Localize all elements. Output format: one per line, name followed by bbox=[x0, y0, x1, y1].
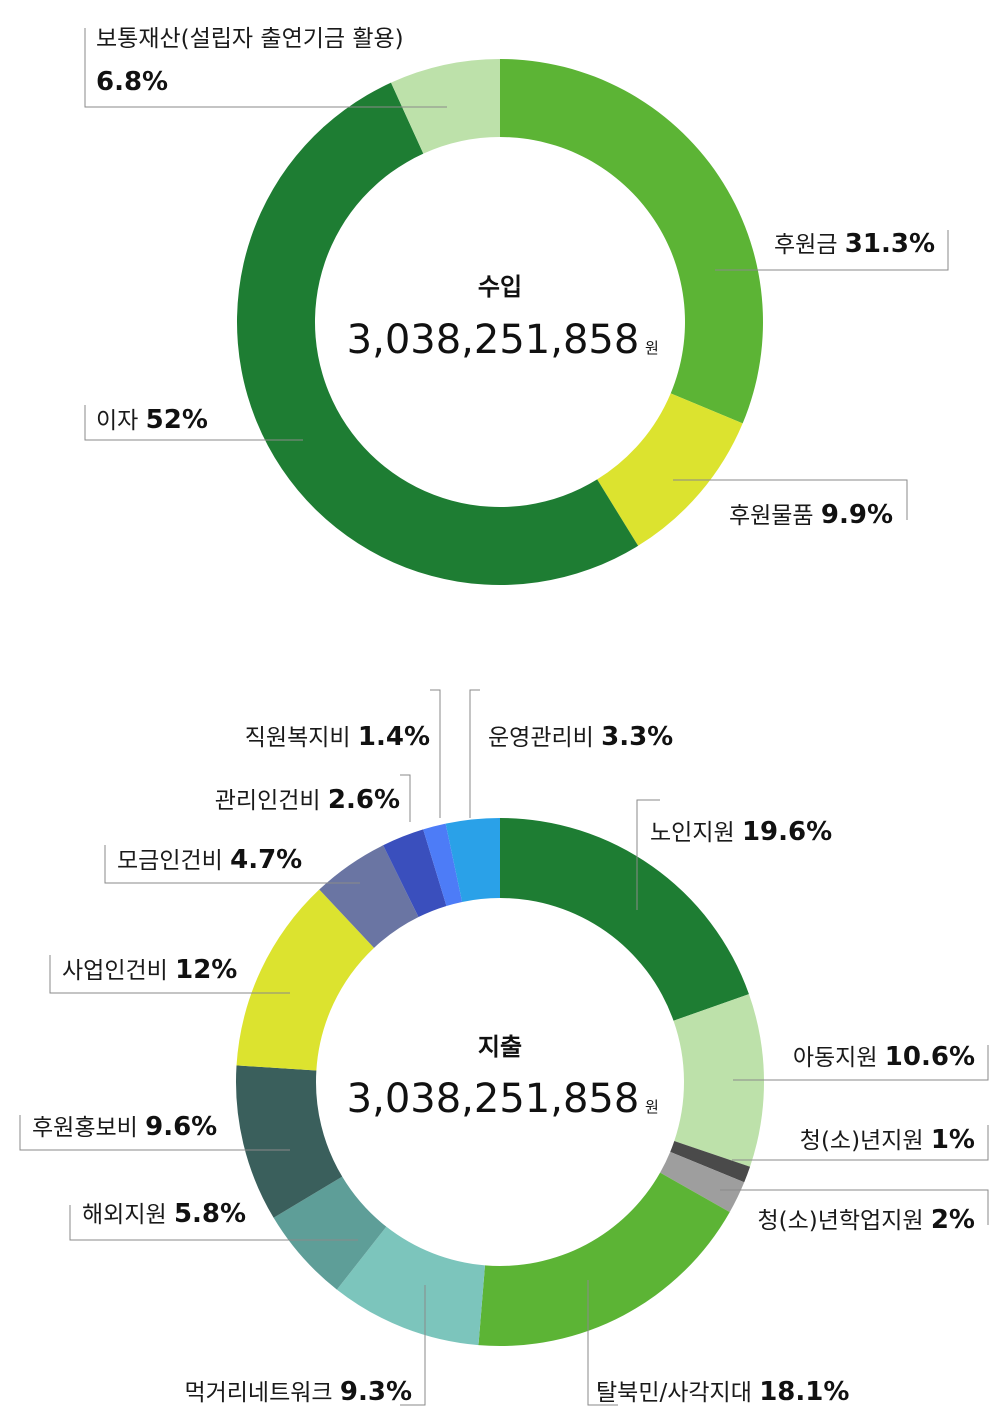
leader-line bbox=[673, 479, 908, 520]
leader-line bbox=[69, 1205, 358, 1241]
slice-expense-4 bbox=[478, 1172, 730, 1347]
slice-label: 사업인건비 12% bbox=[62, 955, 237, 985]
slice-income-2 bbox=[236, 82, 639, 585]
leader-line bbox=[732, 1125, 989, 1161]
center-unit: 원 bbox=[645, 339, 659, 357]
slice-label: 후원금 31.3% bbox=[774, 229, 935, 259]
slice-label-name: 후원홍보비 bbox=[32, 1115, 145, 1141]
slice-label: 관리인건비 2.6% bbox=[215, 785, 400, 815]
slice-label-percent: 6.8% bbox=[96, 67, 168, 97]
leader-line bbox=[104, 845, 360, 884]
center-title: 수입 bbox=[478, 273, 522, 301]
slice-label-name: 이자 bbox=[96, 408, 146, 434]
slice-expense-1 bbox=[673, 994, 764, 1167]
center-title: 지출 bbox=[478, 1033, 522, 1061]
slice-label-percent: 9.9% bbox=[821, 500, 893, 530]
slice-expense-12 bbox=[445, 818, 500, 902]
slice-expense-6 bbox=[273, 1176, 387, 1290]
slice-label: 이자 52% bbox=[96, 405, 208, 435]
slice-label-name: 모금인건비 bbox=[117, 848, 230, 874]
slice-label-percent: 19.6% bbox=[742, 817, 832, 847]
slice-label-name: 후원금 bbox=[774, 232, 845, 258]
slice-label: 후원물품 9.9% bbox=[729, 500, 893, 530]
slice-label-name: 청(소)년지원 bbox=[800, 1128, 931, 1154]
leader-line bbox=[400, 1285, 426, 1406]
slice-label-name: 해외지원 bbox=[82, 1202, 174, 1228]
slice-label: 아동지원 10.6% bbox=[793, 1042, 975, 1072]
slice-label-percent: 9.6% bbox=[145, 1112, 217, 1142]
slice-label-name: 아동지원 bbox=[793, 1045, 885, 1071]
slice-label-name: 사업인건비 bbox=[62, 958, 175, 984]
leader-line bbox=[636, 799, 660, 910]
slice-expense-8 bbox=[236, 889, 375, 1071]
slice-label: 청(소)년학업지원 2% bbox=[757, 1205, 975, 1235]
slice-label-percent: 10.6% bbox=[885, 1042, 975, 1072]
income-donut-chart: 후원금 31.3% 후원물품 9.9% 이자 52% 보통재산(설립자 출연기금 활용… bbox=[84, 26, 949, 585]
expense-donut-chart: 노인지원 19.6% 아동지원 10.6% 청(소)년지원 1% 청(소)년학업지원 … bbox=[19, 689, 989, 1407]
slice-label-percent: 1.4% bbox=[358, 722, 430, 752]
slice-label-percent: 2% bbox=[931, 1205, 975, 1235]
slice-income-0 bbox=[500, 59, 763, 424]
leader-line bbox=[430, 689, 441, 818]
slice-expense-0 bbox=[500, 818, 749, 1021]
slice-label-percent: 18.1% bbox=[759, 1377, 849, 1407]
slice-label-name: 직원복지비 bbox=[245, 725, 358, 751]
slice-label: 직원복지비 1.4% bbox=[245, 722, 430, 752]
slice-label-name: 청(소)년학업지원 bbox=[757, 1208, 930, 1234]
slice-label-name: 후원물품 bbox=[729, 503, 821, 529]
slice-label-name: 탈북민/사각지대 bbox=[596, 1380, 759, 1406]
leader-line bbox=[400, 774, 411, 822]
slice-label-name: 관리인건비 bbox=[215, 788, 328, 814]
leader-line bbox=[733, 1045, 989, 1081]
slice-expense-11 bbox=[423, 823, 463, 906]
slice-label-name: 먹거리네트워크 bbox=[184, 1380, 339, 1406]
slice-label-percent: 9.3% bbox=[340, 1377, 412, 1407]
slice-label: 청(소)년지원 1% bbox=[800, 1125, 975, 1155]
center-unit: 원 bbox=[645, 1098, 659, 1116]
slice-expense-9 bbox=[319, 845, 419, 948]
leader-line bbox=[715, 230, 949, 271]
slice-label-percent: 12% bbox=[175, 955, 237, 985]
leader-line bbox=[720, 1189, 989, 1225]
slice-label-percent: 5.8% bbox=[174, 1199, 246, 1229]
slice-expense-7 bbox=[235, 1065, 343, 1218]
slice-expense-2 bbox=[670, 1141, 751, 1183]
slice-label-name: 노인지원 bbox=[650, 820, 742, 846]
slice-label: 후원홍보비 9.6% bbox=[32, 1112, 217, 1142]
slice-label-percent: 2.6% bbox=[328, 785, 400, 815]
slice-label-percent: 31.3% bbox=[845, 229, 935, 259]
slice-expense-10 bbox=[383, 829, 447, 918]
leader-line bbox=[84, 28, 447, 108]
slice-expense-3 bbox=[660, 1151, 745, 1213]
slice-income-1 bbox=[597, 393, 743, 546]
leader-line bbox=[587, 1280, 618, 1406]
slice-label: 해외지원 5.8% bbox=[82, 1199, 246, 1229]
slice-income-3 bbox=[391, 59, 500, 154]
slice-label-name: 운영관리비 bbox=[488, 725, 601, 751]
center-amount: 3,038,251,858 bbox=[347, 317, 640, 363]
slice-expense-5 bbox=[336, 1226, 485, 1346]
slice-label-name: 보통재산(설립자 출연기금 활용) bbox=[96, 26, 404, 52]
slice-label-percent: 52% bbox=[146, 405, 208, 435]
leader-line bbox=[49, 955, 290, 994]
slice-label-percent: 4.7% bbox=[230, 845, 302, 875]
leader-line bbox=[84, 405, 303, 441]
slice-label-percent: 1% bbox=[931, 1125, 975, 1155]
slice-label: 모금인건비 4.7% bbox=[117, 845, 302, 875]
leader-line bbox=[469, 689, 480, 818]
center-amount: 3,038,251,858 bbox=[347, 1076, 640, 1122]
slice-label: 탈북민/사각지대 18.1% bbox=[596, 1377, 849, 1407]
leader-line bbox=[19, 1115, 290, 1151]
slice-label-percent: 3.3% bbox=[601, 722, 673, 752]
slice-label: 먹거리네트워크 9.3% bbox=[184, 1377, 412, 1407]
slice-label: 운영관리비 3.3% bbox=[488, 722, 673, 752]
slice-label: 노인지원 19.6% bbox=[650, 817, 832, 847]
